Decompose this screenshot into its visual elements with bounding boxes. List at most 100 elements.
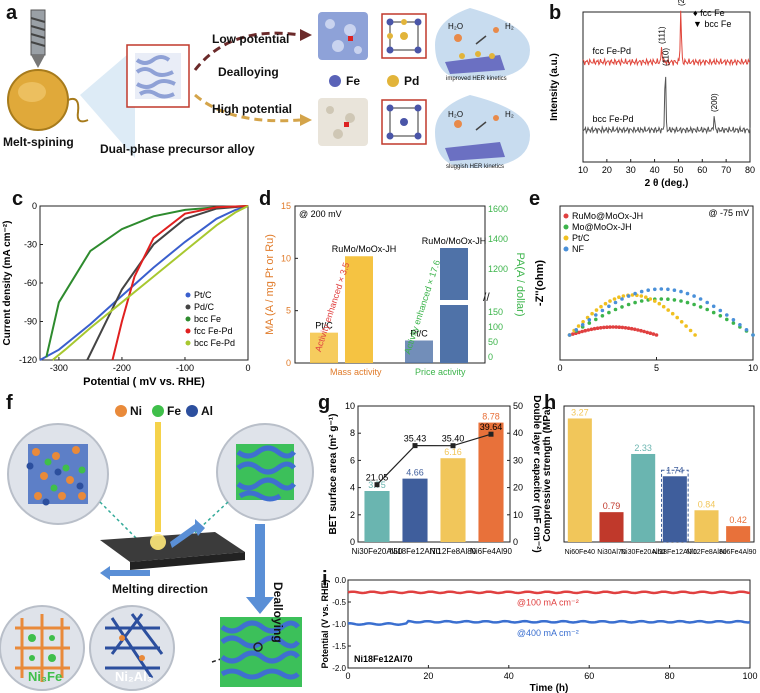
- nyquist-point: [574, 328, 578, 332]
- nyquist-point: [731, 318, 736, 322]
- nyquist-point: [626, 302, 631, 307]
- ni3fe-label: Ni₃Fe: [28, 669, 63, 684]
- nyquist-point: [636, 328, 640, 332]
- capacitance-value-label: 21.05: [366, 473, 389, 483]
- y2-tick-label: 0: [513, 537, 518, 547]
- strength-bar: [726, 526, 751, 542]
- nyquist-point: [705, 300, 709, 305]
- bet-value-label: 4.66: [406, 468, 424, 478]
- legend-fe-label-f: Fe: [167, 404, 182, 418]
- mass-activity-bar: [310, 332, 338, 363]
- nyquist-point: [571, 332, 575, 336]
- legend-marker: [185, 316, 191, 322]
- nyquist-point: [688, 328, 693, 333]
- nyquist-point: [577, 330, 581, 335]
- nyquist-point: [661, 304, 666, 309]
- bar-label: RuMo/MoOx-JH: [332, 244, 397, 254]
- nyquist-point: [705, 307, 709, 312]
- bet-capacitance-chart: 0 2 4 6 8 10 0 10 20 30 40 50 BET surface area (m² g…: [328, 395, 542, 556]
- x-tick-label: 10: [748, 363, 758, 373]
- capacitance-marker: [488, 431, 494, 437]
- melt-spinning-wheel-icon: [7, 69, 89, 131]
- x-tick-label: 20: [423, 671, 433, 681]
- note: @ -75 mV: [708, 208, 749, 218]
- nyquist-point: [587, 318, 592, 322]
- nyquist-point: [685, 300, 690, 305]
- nyquist-point: [698, 305, 703, 309]
- x-tick-label: 100: [742, 671, 757, 681]
- sluggish-kinetics-label: sluggish HER kinetics: [446, 164, 505, 170]
- nyquist-point: [626, 326, 631, 330]
- y2-tick-label: 50: [513, 401, 523, 411]
- h2-bottom-label: H₂: [505, 110, 514, 119]
- nyquist-point: [692, 302, 696, 307]
- capacitance-marker: [374, 482, 380, 488]
- capacitance-value-label: 35.43: [404, 434, 427, 444]
- x-tick-label: 50: [673, 165, 683, 175]
- ni2al3-label: Ni₂Al₃: [115, 669, 153, 684]
- peak-label: (110): [661, 48, 670, 66]
- nyquist-point: [679, 320, 684, 324]
- nyquist-point: [576, 324, 581, 328]
- legend-entry: Pt/C: [194, 290, 212, 300]
- stability-series-line: [347, 590, 751, 595]
- legend-marker: [185, 340, 191, 346]
- bar-label: Pt/C: [315, 321, 333, 331]
- capacitance-value-label: 39.64: [480, 422, 503, 432]
- sample-label: Ni18Fe12Al70: [354, 654, 413, 664]
- mass-activity-bar: [345, 256, 373, 363]
- nyquist-point: [620, 297, 624, 301]
- legend-entry: ▼ bcc Fe: [693, 19, 731, 29]
- x-tick-label: Ni6Fe4Al90: [470, 547, 512, 556]
- melt-spinning-nozzle-icon: [30, 9, 46, 68]
- nyquist-point: [644, 295, 648, 299]
- y-tick-label: -90: [24, 317, 37, 327]
- x-tick-label: 80: [665, 671, 675, 681]
- y-axis-label-right: PA(A / dollar): [514, 253, 525, 317]
- x-tick-label: Ni18Fe12Al70: [390, 547, 441, 556]
- melting-direction-arrow: [100, 566, 150, 580]
- strength-bar: [631, 453, 656, 542]
- y-tick-label: -0.5: [332, 598, 346, 607]
- peak-label: (111): [658, 26, 667, 44]
- pd-atom-icon: [387, 75, 399, 87]
- nyquist-point: [589, 327, 594, 332]
- y-axis-label: Intensity (a.u.): [549, 53, 560, 121]
- axis-break-gap: [438, 300, 470, 305]
- x-tick-label: Ni60Fe40: [565, 549, 595, 556]
- nyquist-point: [626, 294, 631, 298]
- nyquist-point: [583, 328, 587, 333]
- lsv-series-line: [51, 205, 249, 361]
- bet-bar: [478, 422, 504, 542]
- nyquist-point: [648, 297, 653, 301]
- y-tick-label: 6: [350, 455, 355, 465]
- strength-value-label: 0.42: [729, 515, 747, 525]
- nyquist-point: [590, 311, 594, 316]
- x-tick-label: 60: [697, 165, 707, 175]
- group-label: Price activity: [415, 367, 466, 377]
- nyquist-point: [586, 328, 591, 332]
- strength-bar: [662, 476, 687, 542]
- ni3fe-sphere-icon: [0, 605, 85, 691]
- h2o-top-label: H₂O: [448, 22, 464, 31]
- panel-a: a: [0, 0, 545, 185]
- nyquist-point: [738, 323, 742, 327]
- x-tick-label: Ni30Fe20Al50: [352, 547, 403, 556]
- x-tick-label: Ni12Fe8Al80: [430, 547, 477, 556]
- series-label: @400 mA cm⁻²: [517, 628, 579, 638]
- h2o-bottom-label: H₂O: [448, 110, 464, 119]
- legend-marker: [563, 235, 569, 241]
- low-potential-arrow: [193, 31, 301, 71]
- legend-marker: [185, 328, 191, 334]
- nyquist-point: [587, 321, 592, 325]
- nyquist-point: [623, 326, 628, 330]
- lsv-chart: -300 -200 -100 0 0 -30 -60 -90 -120 Potential ( m…: [2, 201, 251, 388]
- y-tick-label: 15: [281, 201, 291, 211]
- activity-bar-chart: 0 5 10 15 MA (A / mg Pt or Ru) PA(A / dollar)…: [264, 201, 525, 377]
- nyquist-point: [654, 333, 659, 337]
- capacitance-line: [376, 433, 492, 486]
- nyquist-point: [614, 325, 618, 329]
- nyquist-point: [608, 325, 612, 329]
- y2-tick-label: 100: [488, 322, 503, 332]
- y2-tick-label: 30: [513, 455, 523, 465]
